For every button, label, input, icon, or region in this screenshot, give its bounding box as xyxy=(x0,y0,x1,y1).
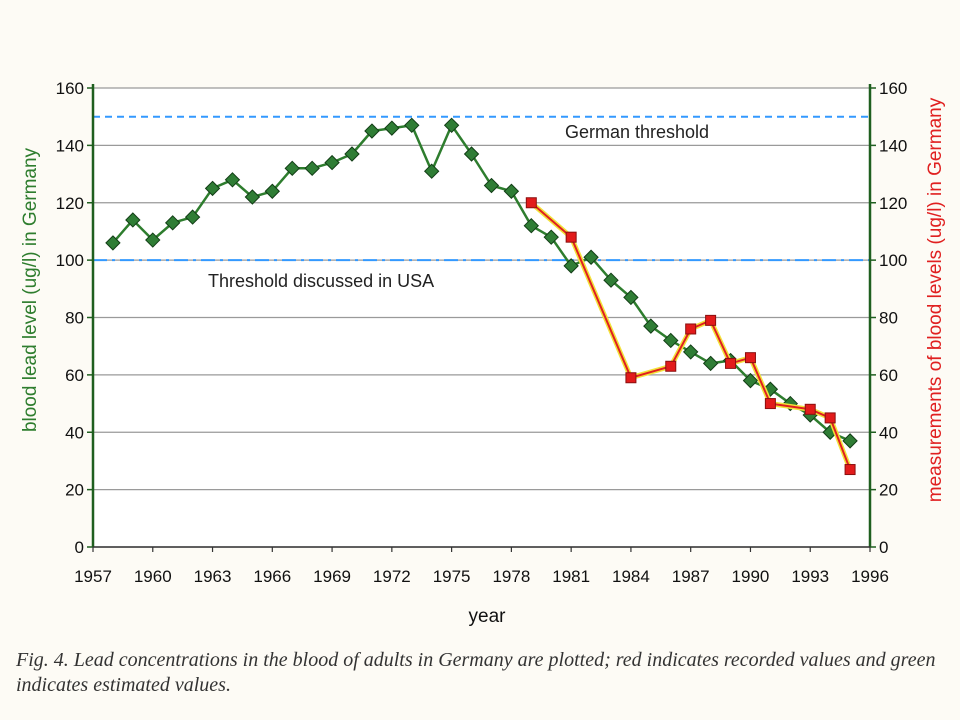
axis-labels: year blood lead level (ug/l) in Germany … xyxy=(20,97,946,627)
chart: 0 0 20 20 40 40 60 60 80 80 100 100 120 120 140 140 160 1… xyxy=(20,79,946,627)
recorded-point xyxy=(565,231,577,243)
estimated-point xyxy=(702,355,719,372)
y-tick-label-right: 0 xyxy=(879,538,888,557)
grid-lines xyxy=(93,87,870,548)
estimated-point xyxy=(125,212,141,228)
estimated-point xyxy=(164,215,181,231)
recorded-point xyxy=(744,352,756,364)
estimated-point xyxy=(443,117,460,134)
x-tick-label: 1978 xyxy=(492,567,530,586)
recorded-point xyxy=(705,314,717,326)
estimated-point xyxy=(364,123,380,139)
usa-threshold-label: Threshold discussed in USA xyxy=(208,271,434,291)
x-tick-label: 1960 xyxy=(134,567,172,586)
estimated-point xyxy=(603,272,619,288)
estimated-point xyxy=(483,177,500,194)
estimated-point xyxy=(682,344,699,360)
estimated-point xyxy=(284,160,300,177)
estimated-point xyxy=(643,318,659,334)
y-tick-label-left: 40 xyxy=(65,423,84,442)
y-tick-label-left: 160 xyxy=(56,79,84,98)
german-threshold-label: German threshold xyxy=(565,122,709,142)
recorded-point xyxy=(844,464,856,476)
y-tick-label-right: 140 xyxy=(879,136,907,155)
y-tick-label-left: 140 xyxy=(56,136,84,155)
estimated-point xyxy=(384,120,400,136)
recorded-point xyxy=(804,403,816,415)
y-tick-label-right: 20 xyxy=(879,481,898,500)
y-tick-label-right: 120 xyxy=(879,194,907,213)
estimated-point xyxy=(423,163,440,179)
reference-lines xyxy=(93,115,870,262)
recorded-point xyxy=(685,323,697,335)
estimated-point xyxy=(244,189,261,205)
x-tick-label: 1963 xyxy=(194,567,232,586)
x-tick-label: 1957 xyxy=(74,567,112,586)
estimated-point xyxy=(742,372,759,389)
x-tick-label: 1990 xyxy=(732,567,770,586)
x-tick-label: 1972 xyxy=(373,567,411,586)
estimated-point xyxy=(105,235,121,251)
y-tick-label-right: 40 xyxy=(879,423,898,442)
estimated-point xyxy=(145,232,161,248)
recorded-point xyxy=(764,398,776,410)
recorded-point xyxy=(625,372,637,384)
estimated-point xyxy=(404,117,420,134)
x-axis-title: year xyxy=(469,606,507,627)
data-series xyxy=(105,117,858,476)
figure-caption: Fig. 4. Lead concentrations in the blood… xyxy=(16,649,936,696)
y-tick-label-right: 60 xyxy=(879,366,898,385)
recorded-point xyxy=(525,197,537,209)
estimated-point xyxy=(523,217,540,234)
y-tick-label-left: 0 xyxy=(75,538,84,557)
estimated-point xyxy=(264,183,281,199)
estimated-point xyxy=(623,289,639,306)
x-tick-label: 1981 xyxy=(552,567,590,586)
y-tick-label-right: 160 xyxy=(879,79,907,98)
y-tick-label-right: 80 xyxy=(879,309,898,328)
x-tick-label: 1975 xyxy=(433,567,471,586)
recorded-point xyxy=(824,412,836,424)
y-tick-label-left: 120 xyxy=(56,194,84,213)
estimated-point xyxy=(184,209,201,225)
y-tick-label-left: 80 xyxy=(65,309,84,328)
estimated-point xyxy=(842,433,858,449)
estimated-point xyxy=(463,146,480,162)
x-tick-label: 1987 xyxy=(672,567,710,586)
estimated-point xyxy=(543,229,559,245)
x-tick-label: 1966 xyxy=(253,567,291,586)
x-tick-label: 1969 xyxy=(313,567,351,586)
estimated-point xyxy=(663,332,679,349)
y-tick-label-right: 100 xyxy=(879,251,907,270)
x-tick-label: 1984 xyxy=(612,567,650,586)
estimated-point xyxy=(224,172,241,188)
y-axis-right-title: measurements of blood levels (ug/l) in G… xyxy=(925,97,946,502)
x-tick-label: 1996 xyxy=(851,567,889,586)
estimated-point xyxy=(503,183,520,199)
x-tick-label: 1993 xyxy=(791,567,829,586)
y-axis-left-title: blood lead level (ug/l) in Germany xyxy=(20,147,41,432)
y-tick-label-left: 20 xyxy=(65,481,84,500)
estimated-point xyxy=(583,249,599,265)
y-tick-label-left: 100 xyxy=(56,251,84,270)
estimated-point xyxy=(204,180,221,197)
estimated-point xyxy=(324,154,340,171)
estimated-point xyxy=(344,146,360,162)
estimated-point xyxy=(304,160,320,177)
y-tick-label-left: 60 xyxy=(65,366,84,385)
axes: 0 0 20 20 40 40 60 60 80 80 100 100 120 120 140 140 160 1… xyxy=(56,79,908,586)
estimated-point xyxy=(563,258,579,274)
recorded-point xyxy=(665,360,677,372)
recorded-point xyxy=(725,357,737,369)
